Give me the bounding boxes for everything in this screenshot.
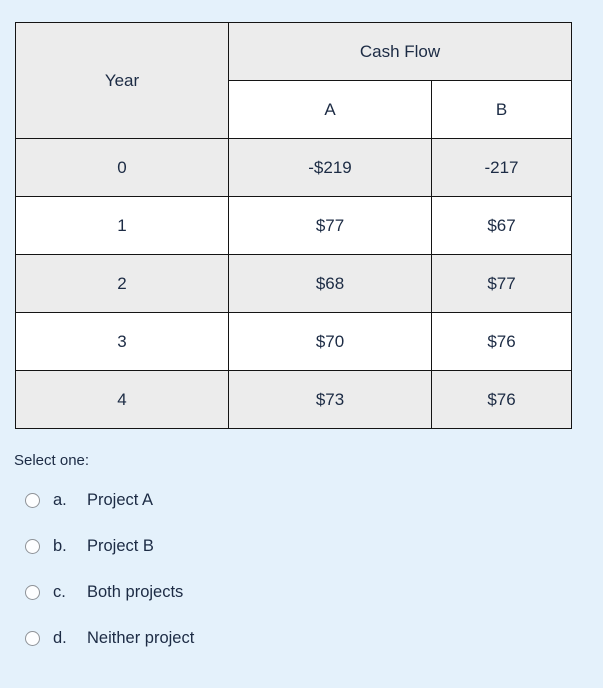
option-letter: c.	[53, 583, 66, 601]
project-b-cell: $67	[431, 196, 572, 255]
project-b-cell: $76	[431, 370, 572, 429]
col-a-header-cell: A	[228, 80, 432, 139]
option-letter: b.	[53, 537, 67, 555]
year-cell: 3	[15, 312, 229, 371]
project-a-cell: $68	[228, 254, 432, 313]
cash-flow-table: Year Cash Flow A B 0 -$219 -217 1 $77 $6…	[15, 22, 572, 429]
option-row-c[interactable]: c. Both projects	[14, 583, 603, 602]
radio-option-c[interactable]	[25, 585, 40, 600]
question-block: Select one: a. Project A b. Project B c.…	[14, 452, 603, 648]
year-header-cell: Year	[15, 22, 229, 139]
year-cell: 0	[15, 138, 229, 197]
option-row-b[interactable]: b. Project B	[14, 537, 603, 556]
option-letter: a.	[53, 491, 67, 509]
option-label-project-a[interactable]: Project A	[87, 491, 154, 509]
option-letter: d.	[53, 629, 67, 647]
table-row: 1 $77 $67	[15, 196, 572, 255]
project-a-cell: $73	[228, 370, 432, 429]
option-label-project-b[interactable]: Project B	[87, 537, 154, 555]
col-b-header-cell: B	[431, 80, 572, 139]
table-row: 2 $68 $77	[15, 254, 572, 313]
radio-option-d[interactable]	[25, 631, 40, 646]
table-row: 4 $73 $76	[15, 370, 572, 429]
year-cell: 1	[15, 196, 229, 255]
table-row: 3 $70 $76	[15, 312, 572, 371]
project-a-cell: $70	[228, 312, 432, 371]
cash-flow-header-cell: Cash Flow	[228, 22, 572, 81]
select-one-prompt: Select one:	[14, 452, 90, 469]
project-a-cell: $77	[228, 196, 432, 255]
year-cell: 4	[15, 370, 229, 429]
year-cell: 2	[15, 254, 229, 313]
table-row: 0 -$219 -217	[15, 138, 572, 197]
project-b-cell: -217	[431, 138, 572, 197]
option-row-a[interactable]: a. Project A	[14, 491, 603, 510]
project-b-cell: $77	[431, 254, 572, 313]
option-row-d[interactable]: d. Neither project	[14, 629, 603, 648]
radio-option-a[interactable]	[25, 493, 40, 508]
project-a-cell: -$219	[228, 138, 432, 197]
radio-option-b[interactable]	[25, 539, 40, 554]
project-b-cell: $76	[431, 312, 572, 371]
option-label-both-projects[interactable]: Both projects	[87, 583, 184, 601]
option-label-neither-project[interactable]: Neither project	[87, 629, 195, 647]
